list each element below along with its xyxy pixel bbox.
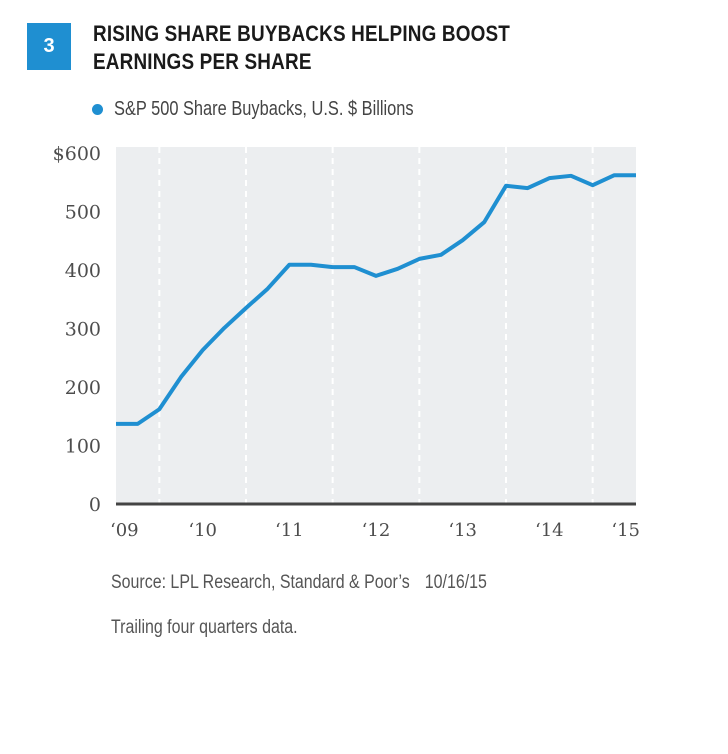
x-tick-label: ‘10 bbox=[188, 520, 217, 541]
x-tick-label: ‘14 bbox=[535, 520, 564, 541]
y-tick-label: 200 bbox=[65, 377, 101, 399]
legend-label: S&P 500 Share Buybacks, U.S. $ Billions bbox=[114, 98, 414, 120]
y-tick-label: 300 bbox=[65, 319, 101, 341]
y-axis-ticks: 0 100 200 300 400 500 $600 bbox=[53, 143, 101, 516]
chart-title-line-1: RISING SHARE BUYBACKS HELPING BOOST bbox=[93, 21, 511, 46]
footnote: Trailing four quarters data. bbox=[111, 617, 298, 638]
source-text: Source: LPL Research, Standard & Poor’s bbox=[111, 572, 410, 593]
y-tick-label: $600 bbox=[53, 143, 101, 165]
y-tick-label: 100 bbox=[65, 436, 101, 458]
vertical-dashed-lines bbox=[158, 147, 594, 504]
x-tick-label: ‘12 bbox=[362, 520, 391, 541]
x-tick-label: ‘15 bbox=[611, 520, 640, 541]
series-line-share-buybacks bbox=[116, 173, 636, 426]
source-date: 10/16/15 bbox=[424, 572, 487, 593]
figure-number-badge: 3 bbox=[27, 23, 71, 70]
y-tick-label: 400 bbox=[65, 260, 101, 282]
y-tick-label: 0 bbox=[89, 494, 101, 516]
legend: S&P 500 Share Buybacks, U.S. $ Billions bbox=[92, 98, 479, 121]
source-note: Source: LPL Research, Standard & Poor’s 1… bbox=[111, 572, 487, 594]
chart-title: RISING SHARE BUYBACKS HELPING BOOST EARN… bbox=[93, 20, 626, 76]
y-tick-label: 500 bbox=[65, 202, 101, 224]
plot-area bbox=[116, 147, 636, 504]
x-tick-label: ‘11 bbox=[275, 520, 304, 541]
x-tick-label: ‘09 bbox=[110, 520, 139, 541]
x-tick-label: ‘13 bbox=[448, 520, 477, 541]
x-axis-ticks: ‘09 ‘10 ‘11 ‘12 ‘13 ‘14 ‘15 bbox=[110, 520, 640, 541]
legend-dot-icon bbox=[92, 104, 103, 115]
chart-title-line-2: EARNINGS PER SHARE bbox=[93, 49, 312, 74]
